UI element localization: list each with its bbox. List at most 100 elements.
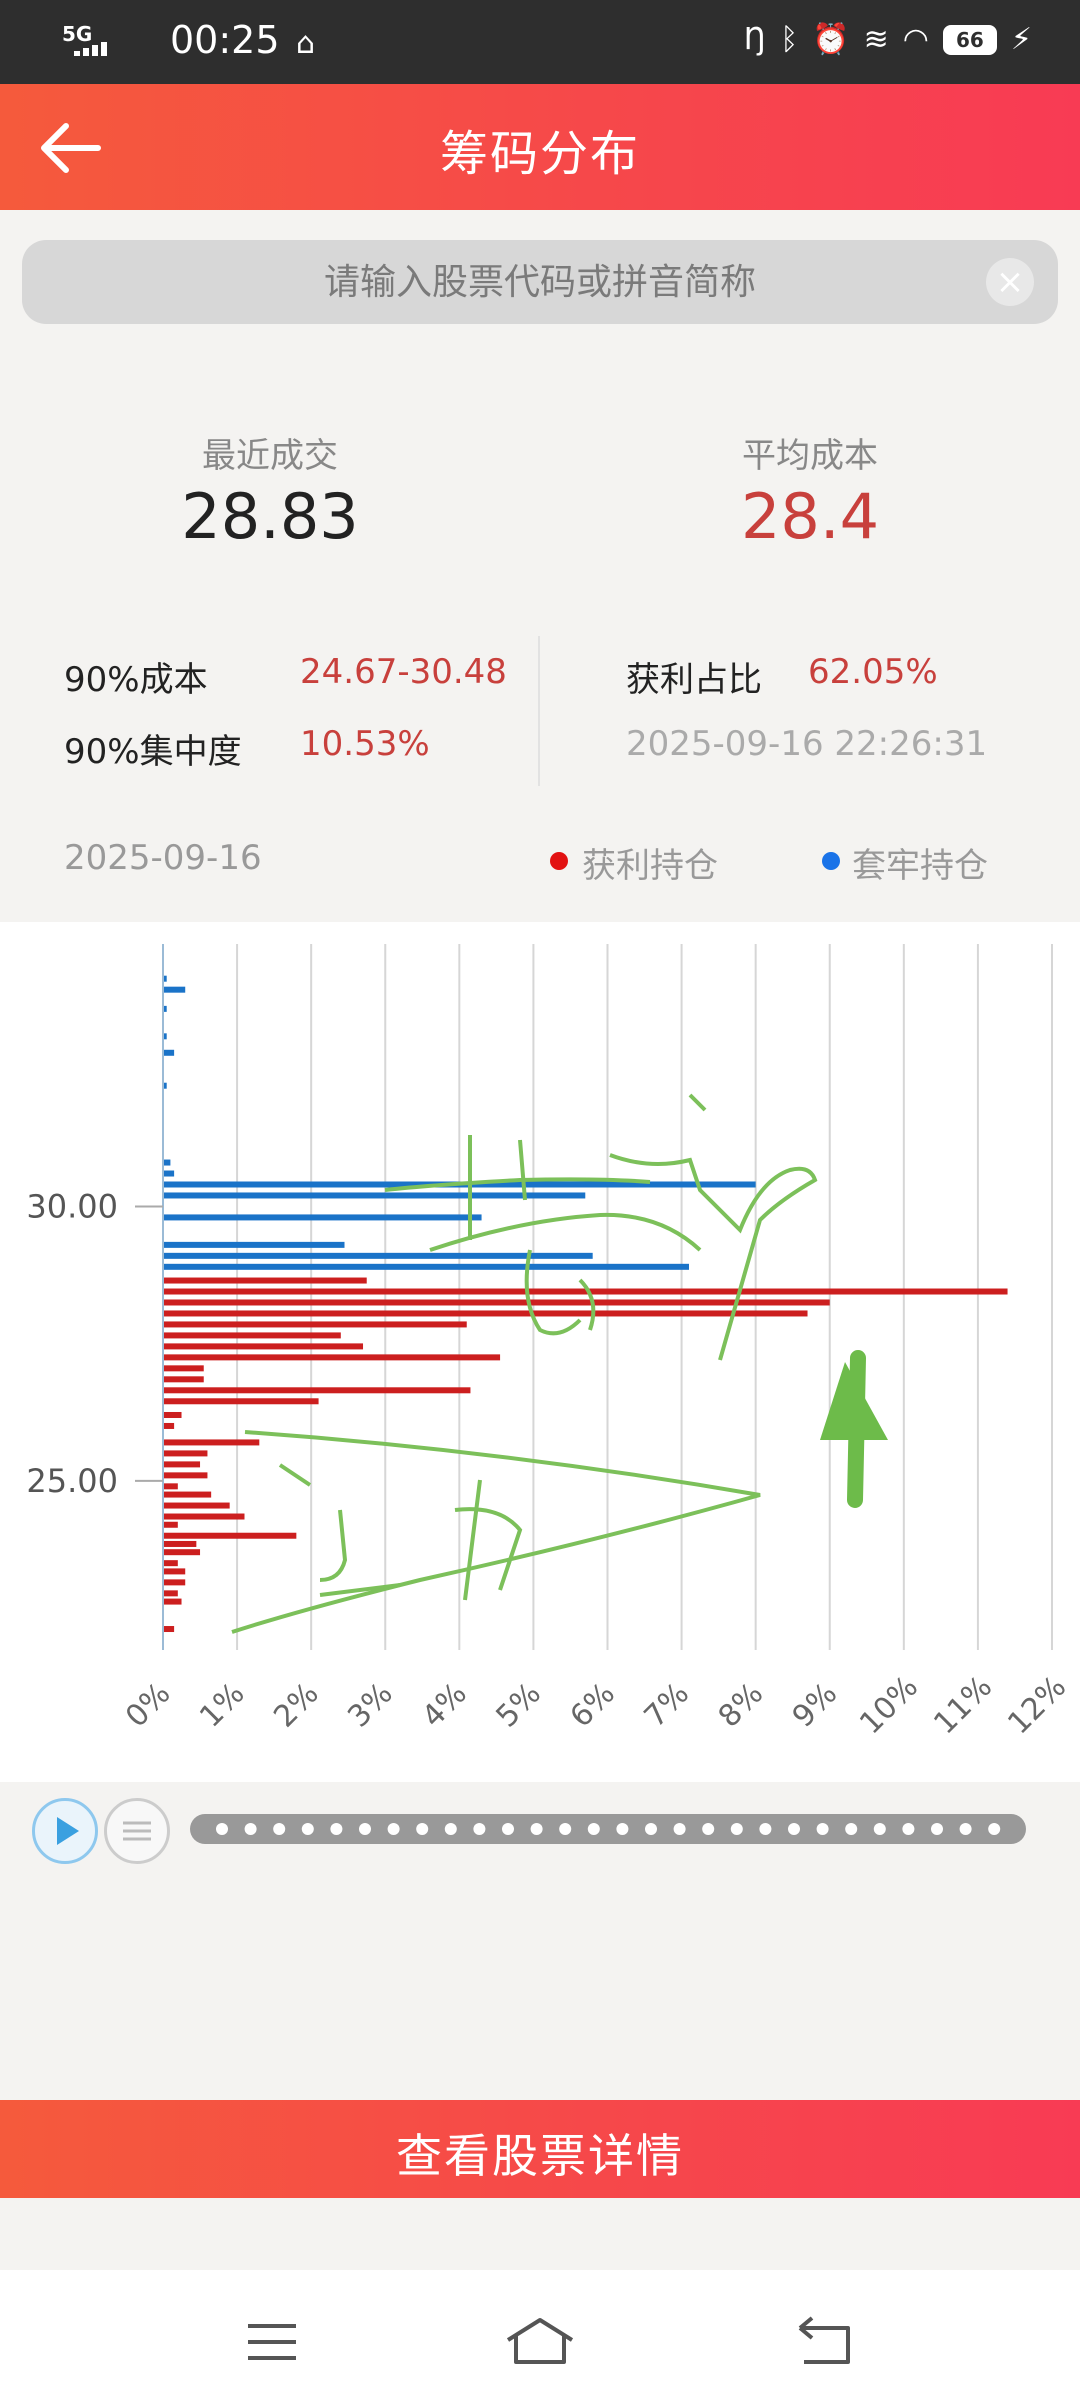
y-tick-label: 30.00	[26, 1187, 118, 1225]
x-tick-label: 3%	[341, 1676, 399, 1734]
timestamp: 2025-09-16 22:26:31	[626, 724, 988, 764]
chip-bar	[163, 1532, 297, 1539]
chip-bar	[163, 975, 167, 982]
timeline-dot	[730, 1823, 743, 1835]
timeline-dot	[244, 1823, 257, 1835]
x-tick-label: 1%	[193, 1676, 251, 1734]
chip-bar	[163, 1626, 175, 1633]
network-label: 5G	[62, 22, 93, 46]
timeline-dot	[759, 1823, 772, 1835]
chip-bar	[163, 1170, 175, 1177]
chip-distribution-chart: 0% 1% 2% 3% 4% 5% 6% 7% 8% 9% 10% 11% 12% 30.00 25.00	[0, 922, 1080, 1782]
chip-bar	[163, 1192, 586, 1199]
clear-icon[interactable]: ×	[986, 258, 1034, 306]
system-nav-bar	[0, 2270, 1080, 2400]
timeline-dot	[788, 1823, 800, 1835]
chart-date: 2025-09-16	[64, 838, 262, 878]
chip-bar	[163, 1398, 319, 1405]
home-icon[interactable]	[504, 2314, 576, 2366]
chip-bar	[163, 1472, 208, 1479]
cost90-label: 90%成本	[64, 660, 208, 700]
timeline-dot	[416, 1823, 429, 1835]
list-icon	[123, 1821, 151, 1841]
chip-bar	[163, 1439, 260, 1446]
chip-bar	[163, 1483, 178, 1490]
wifi-calling-icon: ≋	[863, 22, 889, 57]
chip-bar	[163, 1560, 178, 1567]
x-tick-label: 10%	[853, 1669, 925, 1741]
timeline-dot	[931, 1823, 943, 1835]
menu-icon[interactable]	[244, 2320, 300, 2364]
x-tick-label: 11%	[927, 1669, 999, 1741]
chip-bar	[163, 1568, 186, 1575]
x-tick-label: 2%	[267, 1676, 325, 1734]
avg-cost-label: 平均成本	[742, 436, 878, 476]
timeline-dot	[530, 1823, 543, 1835]
notification-icon: ⌂	[296, 26, 316, 61]
chip-bar	[163, 1005, 167, 1012]
x-tick-label: 5%	[489, 1676, 547, 1734]
timeline-dot	[988, 1823, 1001, 1835]
view-stock-details-button[interactable]: 查看股票详情	[0, 2100, 1080, 2198]
chip-bar	[163, 1332, 341, 1339]
chip-bar	[163, 986, 186, 993]
charging-icon: ⚡	[1010, 22, 1032, 57]
profit-ratio-label: 获利占比	[626, 660, 762, 700]
last-trade-label: 最近成交	[202, 436, 338, 476]
chip-bar	[163, 1354, 501, 1361]
x-tick-label: 7%	[638, 1676, 696, 1734]
divider	[538, 636, 540, 786]
chip-bar	[163, 1033, 167, 1040]
conc90-label: 90%集中度	[64, 732, 242, 772]
timeline-dot	[559, 1823, 572, 1835]
chip-bar	[163, 1598, 182, 1605]
profit-legend-label: 获利持仓	[582, 846, 718, 886]
timeline-dot	[330, 1823, 343, 1835]
chip-bar	[163, 1277, 367, 1284]
chip-bar	[163, 1450, 208, 1457]
chip-bar	[163, 1343, 364, 1350]
chip-bar	[163, 1049, 175, 1056]
nfc-icon: Ŋ	[743, 22, 767, 57]
chip-bar	[163, 1288, 1008, 1295]
timeline-slider[interactable]	[190, 1814, 1026, 1844]
cost90-value: 24.67-30.48	[300, 652, 507, 692]
handwritten-annotation	[231, 1093, 888, 1634]
chip-bar	[163, 1252, 593, 1259]
playback-menu-button[interactable]	[104, 1798, 170, 1864]
timeline-dots	[216, 1823, 1001, 1835]
search-input[interactable]	[22, 240, 1058, 324]
avg-cost-value: 28.4	[740, 480, 880, 553]
status-icons: Ŋ ᛒ ⏰ ≋ ◠ 66 ⚡	[744, 22, 1032, 57]
timeline-dot	[216, 1823, 228, 1835]
timeline-dot	[959, 1823, 972, 1835]
timeline-dot	[502, 1823, 514, 1835]
play-icon	[57, 1817, 79, 1845]
back-arrow-icon[interactable]	[38, 120, 104, 176]
chip-bar	[163, 1159, 171, 1166]
timeline-dot	[873, 1823, 886, 1835]
page-title: 筹码分布	[439, 126, 640, 182]
x-tick-label: 9%	[786, 1676, 844, 1734]
chip-bar	[163, 1491, 212, 1498]
chip-bar	[163, 1540, 197, 1547]
timeline-dot	[301, 1823, 314, 1835]
conc90-value: 10.53%	[300, 724, 430, 764]
alarm-icon: ⏰	[812, 22, 850, 57]
back-nav-icon[interactable]	[794, 2314, 854, 2366]
chip-bar	[163, 1214, 482, 1221]
timeline-dot	[845, 1823, 858, 1835]
chip-bar	[163, 1263, 689, 1270]
trapped-legend-dot	[822, 852, 840, 870]
trapped-legend-label: 套牢持仓	[852, 846, 988, 886]
signal-icon	[74, 42, 110, 56]
status-bar: 5G 00:25 ⌂ Ŋ ᛒ ⏰ ≋ ◠ 66 ⚡	[0, 0, 1080, 84]
timeline-dot	[387, 1823, 400, 1835]
play-button[interactable]	[32, 1798, 98, 1864]
x-tick-label: 4%	[415, 1676, 473, 1734]
chip-bar	[163, 1310, 808, 1317]
timeline-dot	[444, 1823, 457, 1835]
chip-bar	[163, 1387, 471, 1394]
chip-bar	[163, 1411, 182, 1418]
timeline-dot	[359, 1823, 371, 1835]
